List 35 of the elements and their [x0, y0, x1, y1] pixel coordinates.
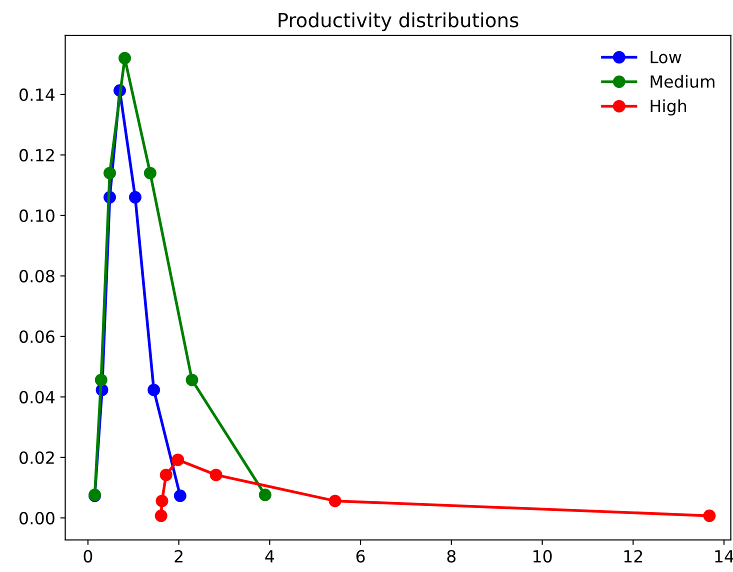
- point: [186, 374, 198, 386]
- point: [156, 494, 168, 508]
- point: [94, 374, 108, 386]
- legend-label: Medium: [650, 74, 714, 88]
- y-tick-label: 0.08: [20, 270, 54, 282]
- point: [174, 490, 186, 502]
- x-tick-label: 12: [624, 550, 642, 562]
- y-tick-label: 0.10: [20, 209, 54, 222]
- point: [154, 510, 168, 522]
- y-tick-label: 0.00: [20, 512, 54, 524]
- x-tick-label: 8: [447, 550, 456, 563]
- point: [258, 488, 272, 502]
- point: [160, 468, 172, 482]
- point: [104, 166, 116, 180]
- point: [144, 166, 156, 180]
- legend-label: High: [650, 99, 686, 116]
- point: [128, 191, 142, 204]
- chart-title: Productivity distributions: [278, 12, 518, 32]
- x-tick-label: 6: [356, 550, 365, 563]
- x-tick-label: 0: [84, 550, 92, 563]
- x-tick-label: 10: [533, 550, 552, 563]
- y-tick-label: 0.04: [20, 390, 55, 404]
- point: [148, 384, 160, 396]
- x-tick-label: 4: [265, 550, 274, 562]
- legend-label: Low: [650, 50, 682, 64]
- point: [328, 494, 342, 508]
- y-tick-label: 0.02: [20, 451, 54, 464]
- y-tick-label: 0.14: [20, 88, 55, 102]
- y-tick-label: 0.06: [20, 330, 54, 343]
- point: [210, 468, 222, 482]
- point: [172, 454, 184, 466]
- point: [703, 510, 716, 522]
- point: [118, 52, 131, 64]
- y-tick-label: 0.12: [20, 148, 54, 162]
- x-tick-label: 2: [174, 550, 182, 562]
